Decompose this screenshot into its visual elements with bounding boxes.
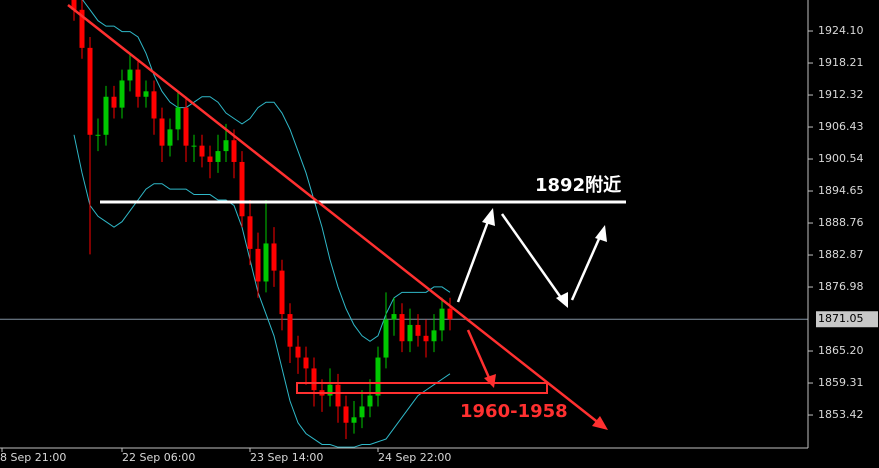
y-tick-label: 1906.43 [818,120,864,133]
candle-body [247,216,253,249]
candle-body [335,384,341,407]
arrow-up [456,215,492,303]
y-tick-label: 1918.21 [818,56,864,69]
zone-label: 1960-1958 [460,401,568,422]
candle-body [103,96,109,135]
candle-body [383,319,389,358]
trend-arrowhead [592,416,608,430]
candle-body [359,406,365,418]
candle-body [207,156,213,162]
candle-body [407,324,413,342]
y-tick-label: 1876.98 [818,280,864,293]
candle-body [151,91,157,119]
current-price-box [816,311,878,328]
y-tick-label: 1888.76 [818,216,864,229]
candle-body [391,314,397,320]
candle-body [231,140,237,162]
candle-body [199,145,205,157]
candle-body [287,314,293,347]
level-label: 1892附近 [535,174,621,196]
candle-body [279,270,285,315]
arrowhead [484,374,496,388]
arrow-down [500,213,566,303]
y-tick-label: 1924.10 [818,24,864,37]
candle-body [303,357,309,369]
candle-body [223,140,229,152]
candle-body [351,417,357,423]
candle-body [447,308,453,320]
plot-area [0,0,808,448]
candle-body [431,330,437,342]
y-tick-label: 1859.31 [818,376,864,389]
candle-body [423,335,429,342]
candle-body [87,47,93,135]
candle-body [215,151,221,162]
candle-body [375,357,381,396]
candle-body [327,384,333,396]
x-tick-label: 22 Sep 06:00 [122,451,195,464]
candle-body [71,0,77,10]
current-price-label: 1871.05 [818,312,864,325]
band-line [73,134,451,448]
candle-body [415,324,421,336]
candle-body [367,395,373,407]
candle-body [159,118,165,146]
y-tick-label: 1894.65 [818,184,864,197]
candle-body [263,243,269,282]
candle-body [399,314,405,342]
drawings [67,4,626,430]
arrowhead [482,208,495,226]
candle-body [295,346,301,358]
x-tick-label: 8 Sep 21:00 [0,451,66,464]
y-tick-label: 1865.20 [818,344,864,357]
candle-body [143,91,149,97]
candle-body [255,248,261,282]
candle-body [311,368,317,391]
band-line [82,0,451,342]
candle-body [439,308,445,331]
arrow-down-red [466,329,492,381]
candle-body [119,80,125,108]
candle-body [95,134,101,136]
y-tick-label: 1882.87 [818,248,864,261]
candle-body [239,161,245,217]
y-tick-label: 1853.42 [818,408,864,421]
trend-line [67,4,601,425]
arrow-up [570,231,604,301]
candle-body [167,129,173,146]
candle-body [343,406,349,423]
x-tick-label: 24 Sep 22:00 [378,451,451,464]
candle-body [127,69,133,81]
y-tick-label: 1900.54 [818,152,864,165]
x-tick-label: 23 Sep 14:00 [250,451,323,464]
candle-body [111,96,117,108]
support-zone [296,382,548,394]
arrowhead [556,292,568,308]
candle-body [271,243,277,271]
arrowhead [595,225,607,242]
candle-body [191,145,197,147]
candle-body [79,9,85,48]
y-tick-label: 1912.32 [818,88,864,101]
candle-body [135,69,141,97]
candle-body [183,107,189,146]
candle-body [175,107,181,130]
